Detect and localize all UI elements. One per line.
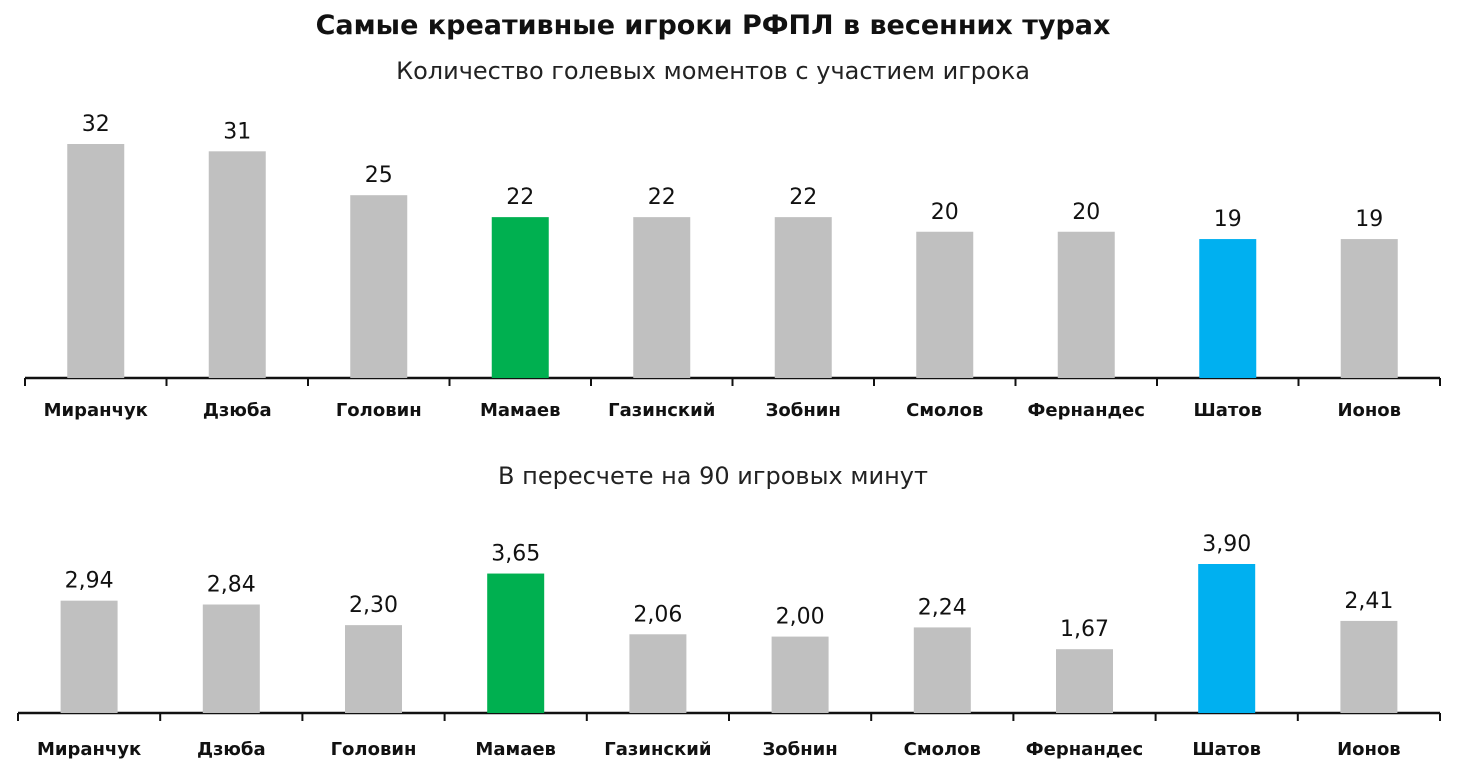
bar-10 [1340, 239, 1398, 378]
bar-1 [60, 600, 118, 713]
category-label: Ионов [1337, 400, 1401, 421]
chart-title: Самые креативные игроки РФПЛ в весенних … [315, 10, 1111, 41]
data-label: 19 [1355, 207, 1383, 232]
category-label: Мамаев [475, 739, 556, 760]
data-label: 22 [506, 185, 534, 210]
category-label: Зобнин [762, 739, 837, 760]
data-label: 2,24 [918, 595, 967, 620]
data-label: 2,84 [207, 572, 256, 597]
data-label: 3,90 [1202, 532, 1251, 557]
data-label: 3,65 [491, 542, 540, 567]
data-label: 19 [1214, 207, 1242, 232]
data-label: 20 [931, 200, 959, 225]
bar-2 [208, 151, 266, 378]
data-label: 1,67 [1060, 617, 1109, 642]
category-label: Газинский [608, 400, 715, 421]
bar-7 [913, 627, 971, 713]
category-label: Смолов [904, 739, 981, 760]
data-label: 2,00 [776, 605, 825, 630]
bar-7 [916, 231, 974, 378]
bar-3 [350, 195, 408, 378]
bar-3 [345, 625, 402, 713]
category-label: Миранчук [37, 739, 141, 760]
data-label: 2,41 [1344, 589, 1393, 614]
bar-8 [1057, 231, 1115, 378]
data-label: 2,94 [65, 569, 114, 594]
category-label: Мамаев [480, 400, 561, 421]
category-label: Газинский [604, 739, 711, 760]
bar-4 [487, 573, 545, 713]
category-label: Дзюба [203, 400, 272, 421]
category-label: Ионов [1337, 739, 1401, 760]
bar-5 [633, 217, 691, 378]
category-label: Головин [336, 400, 422, 421]
bar-4 [491, 217, 549, 378]
category-label: Зобнин [766, 400, 841, 421]
category-label: Шатов [1192, 739, 1261, 760]
category-label: Дзюба [197, 739, 266, 760]
bar-9 [1198, 564, 1256, 713]
data-label: 2,06 [633, 602, 682, 627]
bar-6 [771, 636, 829, 713]
category-label: Шатов [1193, 400, 1262, 421]
chart-1: 32 Миранчук 31 Дзюба 25 Головин 22 Мамаев 22 Гази… [24, 112, 1441, 421]
data-label: 22 [789, 185, 817, 210]
data-label: 31 [223, 119, 251, 144]
chart-2: 2,94 Миранчук 2,84 Дзюба 2,30 Головин 3,65 Мама… [17, 532, 1441, 760]
data-label: 20 [1072, 200, 1100, 225]
data-label: 25 [365, 163, 393, 188]
bar-9 [1199, 239, 1257, 378]
chart-1-subtitle: Количество голевых моментов с участием и… [396, 57, 1030, 85]
category-label: Фернандес [1028, 400, 1145, 421]
category-label: Смолов [906, 400, 983, 421]
data-label: 2,30 [349, 593, 398, 618]
bar-5 [629, 634, 687, 713]
chart-2-subtitle: В пересчете на 90 игровых минут [498, 462, 928, 490]
data-label: 32 [82, 112, 110, 137]
bar-2 [202, 604, 260, 713]
bar-6 [774, 217, 832, 378]
category-label: Головин [331, 739, 417, 760]
category-label: Миранчук [44, 400, 148, 421]
data-label: 22 [648, 185, 676, 210]
bar-1 [67, 144, 125, 378]
bar-10 [1340, 620, 1398, 713]
category-label: Фернандес [1026, 739, 1143, 760]
bar-8 [1056, 649, 1113, 713]
